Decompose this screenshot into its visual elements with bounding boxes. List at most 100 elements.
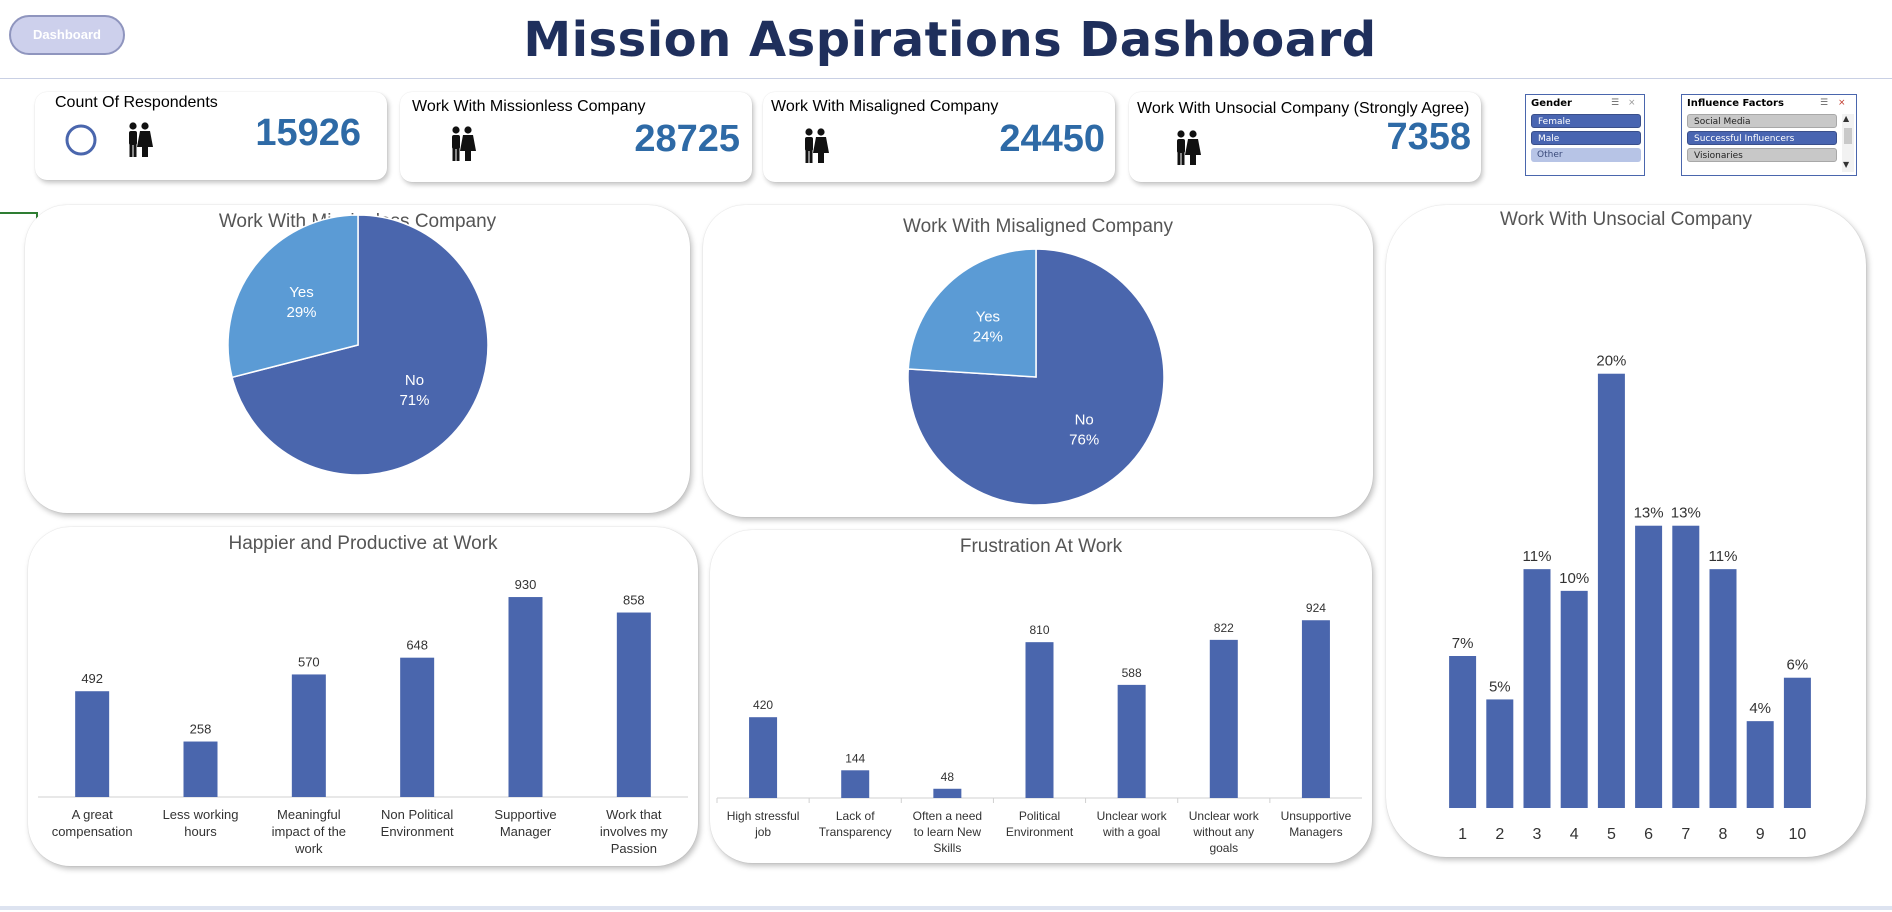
bar[interactable] (1449, 656, 1477, 808)
filter-icon[interactable]: ☰ (1611, 98, 1620, 108)
slicer-item-visionaries[interactable]: Visionaries (1687, 148, 1837, 162)
chart-title: Work With Unsocial Company (1499, 209, 1752, 230)
bar[interactable] (841, 770, 870, 798)
kpi-value: 7358 (1386, 116, 1471, 158)
pie-slice-yes[interactable] (227, 214, 359, 379)
bar-value-label: 13% (1671, 505, 1701, 522)
bar[interactable] (508, 597, 543, 797)
bar[interactable] (1597, 373, 1625, 808)
bar[interactable] (1635, 525, 1663, 808)
bar[interactable] (749, 717, 778, 798)
dashboard-button[interactable]: Dashboard (9, 15, 125, 55)
bar[interactable] (75, 691, 110, 797)
scroll-thumb[interactable] (1844, 128, 1852, 144)
bar[interactable] (1709, 569, 1737, 808)
x-axis-label: 10 (1789, 826, 1807, 843)
bar[interactable] (1117, 684, 1146, 798)
x-axis-label: Work that involves my Passion (600, 807, 668, 856)
header-divider (0, 78, 1892, 79)
pie-slice-no[interactable] (231, 214, 489, 476)
pie-label: No (405, 372, 424, 389)
slicer-item-male[interactable]: Male (1531, 131, 1641, 145)
influence-slicer: Influence Factors ☰ ⨯ Social Media Succe… (1681, 94, 1857, 176)
bar[interactable] (1025, 642, 1054, 798)
x-axis-label: Meaningful impact of the work (272, 807, 346, 856)
x-axis-label: Political Environment (1006, 809, 1074, 839)
bar[interactable] (616, 612, 651, 797)
people-icon (1177, 130, 1201, 165)
kpi-card-misaligned: Work With Misaligned Company 24450 (763, 92, 1115, 182)
bar[interactable] (291, 674, 326, 797)
slicer-title: Gender (1531, 98, 1572, 109)
filter-icon[interactable]: ☰ (1820, 98, 1829, 108)
bar-value-label: 13% (1634, 505, 1664, 522)
bar-value-label: 10% (1559, 570, 1589, 587)
pie-chart-misaligned: No 76% Yes 24% (907, 248, 1165, 506)
bar-value-label: 5% (1489, 678, 1511, 695)
bar-value-label: 420 (753, 698, 773, 712)
slicer-item-successful-influencers[interactable]: Successful Influencers (1687, 131, 1837, 145)
slicer-item-social-media[interactable]: Social Media (1687, 114, 1837, 128)
kpi-title: Work With Missionless Company (412, 98, 646, 115)
kpi-title: Work With Misaligned Company (771, 98, 999, 115)
scroll-down-icon[interactable]: ▼ (1843, 160, 1850, 169)
bar-value-label: 20% (1596, 353, 1626, 370)
pie-slice-yes[interactable] (907, 248, 1037, 378)
bar[interactable] (1672, 525, 1700, 808)
chart-title: Happier and Productive at Work (228, 533, 498, 554)
bar[interactable] (933, 788, 962, 798)
x-axis-label: 7 (1681, 826, 1690, 843)
chart-title: Work With Misaligned Company (903, 216, 1173, 237)
chart-card-frustration: Frustration At Work 420 High stressful job… (710, 530, 1372, 863)
bar-value-label: 810 (1029, 623, 1049, 637)
bar[interactable] (1301, 620, 1330, 798)
chart-title: Frustration At Work (959, 536, 1123, 557)
kpi-value: 24450 (999, 118, 1105, 160)
bar-chart-happier: 492 A great compensation 258 Less working hou… (38, 577, 688, 856)
pie-percent-label: 24% (973, 329, 1003, 346)
pie-label: Yes (289, 284, 313, 301)
slicer-scrollbar[interactable]: ▲ ▼ (1842, 114, 1854, 172)
bar[interactable] (1209, 639, 1238, 798)
clear-filter-icon[interactable]: ⨯ (1838, 98, 1846, 108)
x-axis-label: Unsupportive Managers (1281, 809, 1352, 839)
bar-value-label: 822 (1214, 621, 1234, 635)
pie-slice-no[interactable] (907, 248, 1165, 506)
bar-value-label: 6% (1787, 657, 1809, 674)
people-icon (805, 128, 829, 163)
pie-percent-label: 76% (1069, 431, 1099, 448)
chart-card-missionless: Work With Missionless Company No71%Yes29… (25, 205, 690, 513)
bar[interactable] (1783, 677, 1811, 808)
bar-value-label: 930 (515, 577, 537, 592)
bar-value-label: 4% (1749, 700, 1771, 717)
scroll-up-icon[interactable]: ▲ (1843, 114, 1850, 123)
clear-filter-icon[interactable]: ⨯ (1628, 98, 1636, 108)
x-axis-label: Non Political Environment (381, 807, 454, 839)
x-axis-label: High stressful job (727, 809, 800, 839)
bottom-divider (0, 906, 1892, 910)
bar[interactable] (1560, 590, 1588, 808)
bar[interactable] (1523, 569, 1551, 808)
bar-value-label: 648 (406, 638, 428, 653)
x-axis-label: 5 (1607, 826, 1616, 843)
bar[interactable] (183, 741, 218, 797)
gender-slicer: Gender ☰ ⨯ Female Male Other (1525, 94, 1645, 176)
bar-chart-unsocial: 7% 1 5% 2 11% 3 10% 4 20% 5 13% 6 13% 7 11% 8 4% 9 6% 10 (1449, 353, 1811, 843)
slicer-item-other[interactable]: Other (1531, 148, 1641, 162)
bar-value-label: 492 (81, 671, 103, 686)
kpi-value: 15926 (255, 112, 361, 154)
slicer-item-female[interactable]: Female (1531, 114, 1641, 128)
bar-value-label: 924 (1306, 601, 1326, 615)
x-axis-label: 1 (1458, 826, 1467, 843)
x-axis-label: 6 (1644, 826, 1653, 843)
bar[interactable] (1746, 721, 1774, 808)
pie-chart-missionless: No 71% Yes 29% (227, 214, 489, 476)
bar[interactable] (1486, 699, 1514, 808)
kpi-value: 28725 (634, 118, 740, 160)
kpi-title: Work With Unsocial Company (Strongly Agr… (1137, 100, 1470, 117)
people-icon (452, 126, 476, 161)
ring-icon (65, 124, 97, 156)
x-axis-label: Supportive Manager (494, 807, 556, 839)
bar-value-label: 144 (845, 751, 865, 765)
bar[interactable] (400, 657, 435, 797)
